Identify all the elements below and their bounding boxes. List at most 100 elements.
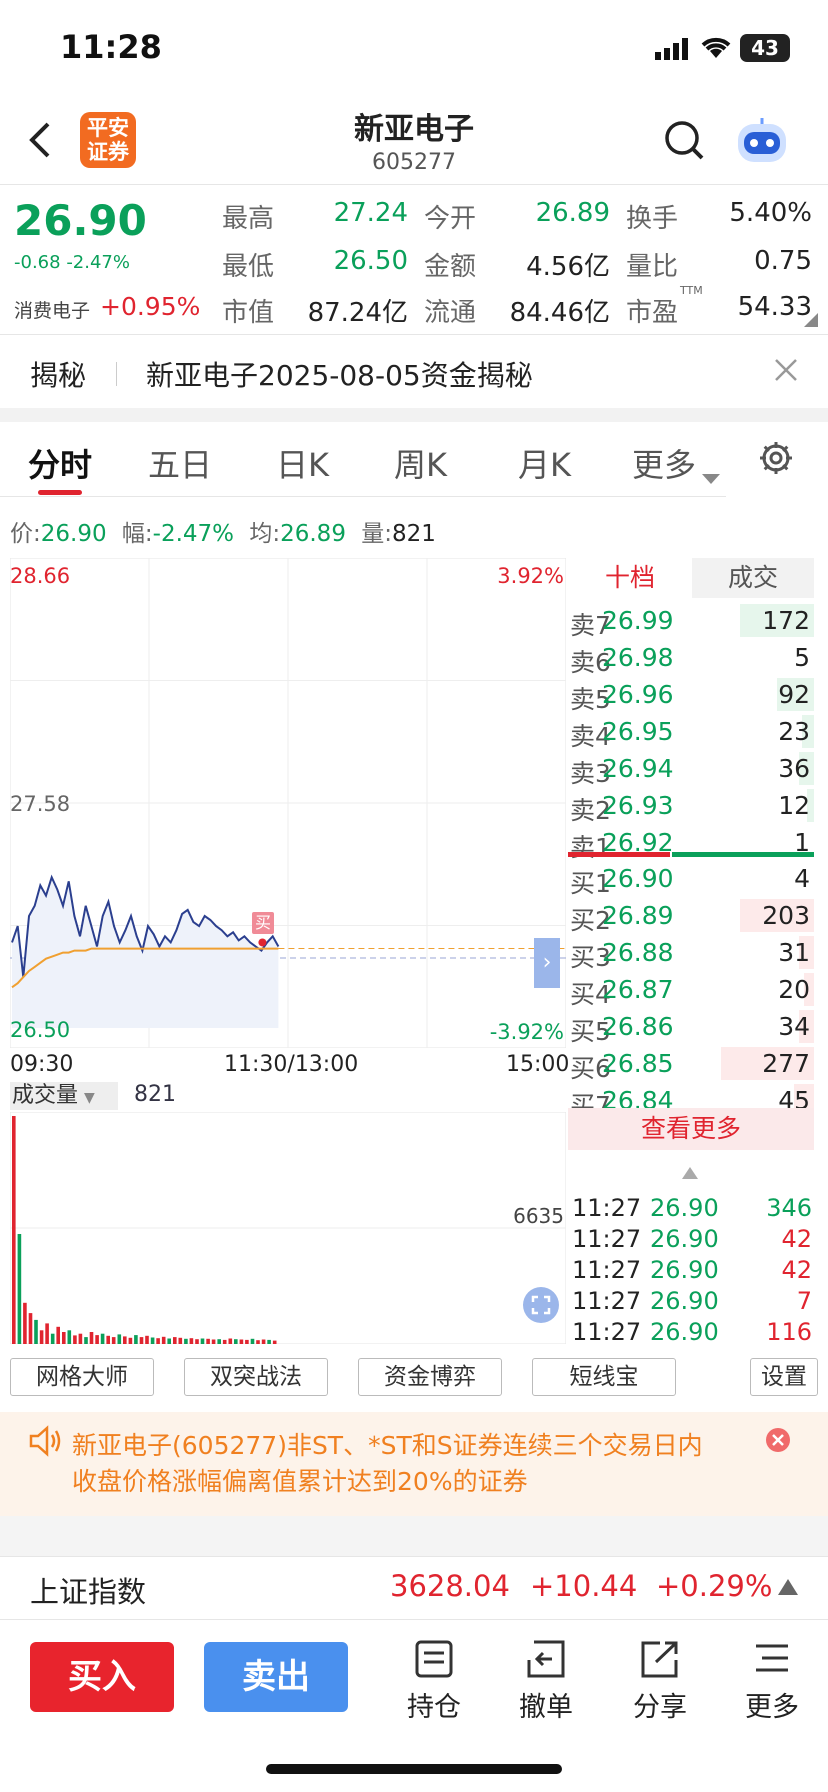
wifi-icon <box>700 36 732 64</box>
section-gap <box>0 408 828 422</box>
fullscreen-icon[interactable] <box>522 1286 560 1328</box>
volume-chart[interactable]: 6635 <box>9 1111 567 1345</box>
intraday-chart-svg <box>9 557 567 1049</box>
intraday-chart[interactable]: 28.66 27.58 26.50 3.92% -3.92% 买 › <box>9 557 567 1049</box>
share-button[interactable]: 分享 <box>620 1640 700 1724</box>
quote-value: 87.24亿 <box>307 298 408 328</box>
volume-bar <box>123 1336 127 1344</box>
ask-level-row[interactable]: 卖4 26.95 23 <box>568 713 814 751</box>
ask-level-row[interactable]: 卖5 26.96 92 <box>568 676 814 714</box>
bid-level-price: 26.90 <box>602 864 674 893</box>
quote-value: 5.40% <box>729 198 812 228</box>
back-icon[interactable] <box>26 120 52 164</box>
volume-bar <box>156 1338 160 1344</box>
volume-bar <box>228 1338 233 1344</box>
index-bar[interactable]: 上证指数 3628.04 +10.44 +0.29% <box>0 1556 828 1620</box>
double-breakout-button[interactable]: 双突战法 <box>184 1358 328 1396</box>
ask-volume-bar <box>799 752 814 785</box>
bid-level-row[interactable]: 买6 26.85 277 <box>568 1045 814 1083</box>
tab-monthly-k[interactable]: 月K <box>518 446 571 484</box>
tick-row: 11:27 26.90 42 <box>572 1256 812 1286</box>
ask-level-label: 卖3 <box>570 759 611 788</box>
tick-row: 11:27 26.90 7 <box>572 1287 812 1317</box>
x-label-open: 09:30 <box>10 1052 74 1077</box>
bid-level-volume: 4 <box>794 864 810 893</box>
share-icon <box>641 1641 678 1678</box>
bid-volume-bar <box>720 1047 814 1080</box>
notice-close-icon[interactable] <box>766 1428 790 1456</box>
volume-bar <box>56 1326 60 1344</box>
banner-text[interactable]: 新亚电子2025-08-05资金揭秘 <box>146 359 533 392</box>
volume-bar <box>234 1339 238 1344</box>
cancel-order-button[interactable]: 撤单 <box>506 1640 586 1724</box>
volume-value: 821 <box>134 1082 176 1107</box>
view-more-button[interactable]: 查看更多 <box>568 1108 814 1150</box>
triangle-up-icon[interactable] <box>778 1579 798 1599</box>
volume-bar <box>167 1338 171 1344</box>
more-button[interactable]: 更多 <box>732 1640 812 1724</box>
bid-level-row[interactable]: 买2 26.89 203 <box>568 897 814 935</box>
chevron-right-icon[interactable]: › <box>534 938 560 988</box>
sector-name[interactable]: 消费电子 <box>14 300 91 322</box>
tab-daily-k[interactable]: 日K <box>276 446 329 484</box>
ask-level-row[interactable]: 卖7 26.99 172 <box>568 602 814 640</box>
more-label: 更多 <box>745 1692 799 1723</box>
tab-trades[interactable]: 成交 <box>692 558 814 598</box>
settings-button[interactable]: 设置 <box>750 1358 818 1396</box>
bid-level-label: 买5 <box>570 1017 611 1046</box>
bid-level-row[interactable]: 买3 26.88 31 <box>568 934 814 972</box>
tab-ten-levels[interactable]: 十档 <box>604 563 655 592</box>
grid-master-button[interactable]: 网格大师 <box>10 1358 154 1396</box>
tick-volume: 42 <box>781 1256 812 1284</box>
bid-volume-bar <box>799 1010 814 1043</box>
tick-price: 26.90 <box>650 1287 719 1315</box>
close-icon[interactable] <box>774 358 798 386</box>
bid-level-volume: 203 <box>762 901 810 930</box>
active-tab-indicator <box>38 490 82 495</box>
buy-marker[interactable]: 买 <box>252 912 274 934</box>
volume-bar <box>239 1339 244 1344</box>
info-price-label: 价: <box>10 521 41 547</box>
volume-bar <box>34 1319 38 1344</box>
tab-weekly-k[interactable]: 周K <box>394 446 447 484</box>
bid-level-row[interactable]: 买1 26.90 4 <box>568 860 814 898</box>
capital-game-button[interactable]: 资金博弈 <box>358 1358 502 1396</box>
short-line-button[interactable]: 短线宝 <box>532 1358 676 1396</box>
bid-level-row[interactable]: 买5 26.86 34 <box>568 1008 814 1046</box>
quote-label: 市值 <box>222 298 275 328</box>
ask-volume-bar <box>740 604 814 637</box>
volume-selector[interactable]: 成交量 ▼ <box>10 1082 118 1110</box>
bid-level-row[interactable]: 买4 26.87 20 <box>568 971 814 1009</box>
broker-logo: 平安 证券 <box>80 112 136 168</box>
bid-level-price: 26.89 <box>602 901 674 930</box>
expand-corner-icon[interactable] <box>804 312 818 331</box>
tick-time: 11:27 <box>572 1194 642 1222</box>
ask-level-row[interactable]: 卖2 26.93 12 <box>568 787 814 825</box>
tick-volume: 346 <box>766 1194 812 1222</box>
settings-gear-icon[interactable] <box>758 440 794 480</box>
sell-button[interactable]: 卖出 <box>204 1642 348 1712</box>
info-amp-label: 幅: <box>121 521 153 547</box>
search-icon[interactable] <box>664 120 704 166</box>
robot-assistant-icon[interactable] <box>734 116 790 170</box>
ask-level-row[interactable]: 卖3 26.94 36 <box>568 750 814 788</box>
tick-volume: 7 <box>796 1287 812 1315</box>
price-change-value: -0.68 <box>14 252 61 273</box>
notice-bar[interactable]: 新亚电子(605277)非ST、*ST和S证券连续三个交易日内 收盘价格涨幅偏离… <box>0 1412 828 1516</box>
ask-level-row[interactable]: 卖6 26.98 5 <box>568 639 814 677</box>
share-label: 分享 <box>633 1692 687 1723</box>
holdings-button[interactable]: 持仓 <box>394 1640 474 1724</box>
volume-chart-svg <box>9 1111 567 1345</box>
tab-more[interactable]: 更多 <box>632 446 697 484</box>
divider <box>0 334 828 335</box>
volume-bar <box>45 1323 49 1344</box>
stock-code: 605277 <box>372 150 456 175</box>
tab-intraday[interactable]: 分时 <box>28 446 93 484</box>
buy-button[interactable]: 买入 <box>30 1642 174 1712</box>
bid-level-volume: 20 <box>778 975 810 1004</box>
tab-five-day[interactable]: 五日 <box>148 446 213 484</box>
volume-bar <box>272 1340 277 1344</box>
bid-level-price: 26.88 <box>602 938 674 967</box>
bid-level-label: 买2 <box>570 906 611 935</box>
ask-level-label: 卖2 <box>570 796 611 825</box>
